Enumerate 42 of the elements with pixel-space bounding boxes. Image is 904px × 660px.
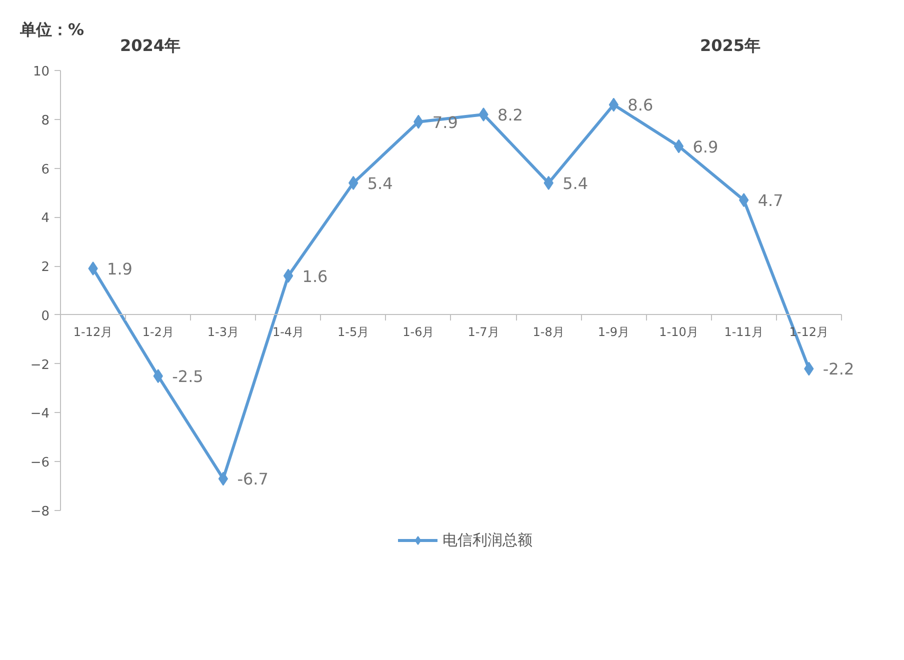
data-label: 4.7 (758, 191, 784, 210)
data-label: 1.9 (107, 260, 132, 278)
y-tick-label: −8 (30, 504, 50, 520)
text: 单位：% (20, 19, 84, 41)
x-tick-label: 1-7月 (468, 324, 500, 339)
point (218, 472, 228, 486)
x-tick-label: 1-5月 (338, 324, 370, 339)
point (88, 262, 98, 276)
y-tick-label: 0 (41, 308, 50, 324)
y-tick-label: −2 (30, 358, 50, 373)
point (674, 139, 684, 154)
data-label: -2.2 (822, 360, 854, 379)
y-tick-label: 2 (41, 260, 50, 276)
y-tick-label: −6 (30, 456, 50, 471)
y-tick-label: 10 (32, 64, 50, 80)
x-tick-label: 1-8月 (532, 324, 564, 339)
x-tick-label: 1-3月 (207, 324, 240, 339)
data-label: 6.9 (692, 137, 718, 156)
data-label: 5.4 (562, 174, 588, 193)
text: 2024年 (120, 35, 181, 57)
data-label: 8.2 (498, 106, 523, 124)
data-label: 5.4 (367, 174, 393, 193)
x-tick-label: 1-10月 (659, 324, 698, 339)
x-tick-label: 1-9月 (598, 324, 630, 339)
x-tick-label: 1-4月 (272, 324, 304, 339)
point (283, 268, 294, 283)
y-tick-label: 6 (41, 162, 50, 178)
y-tick-label: 8 (41, 113, 50, 128)
x-tick-label: 1-2月 (142, 324, 174, 339)
y-tick-label: 4 (41, 211, 50, 226)
x-tick-label: 1-11月 (724, 324, 764, 339)
data-label: 1.6 (302, 266, 328, 286)
text: 2025年 (700, 35, 761, 57)
legend-label: 电信利润总额 (442, 530, 532, 550)
data-label: -6.7 (237, 470, 268, 489)
x-tick-label: 1-6月 (402, 324, 434, 339)
data-label: 8.6 (628, 96, 654, 115)
data-label: -2.5 (172, 367, 204, 386)
y-tick-label: −4 (30, 406, 50, 422)
point (608, 98, 619, 112)
point (478, 108, 488, 122)
x-tick-label: 1-12月 (73, 324, 113, 339)
